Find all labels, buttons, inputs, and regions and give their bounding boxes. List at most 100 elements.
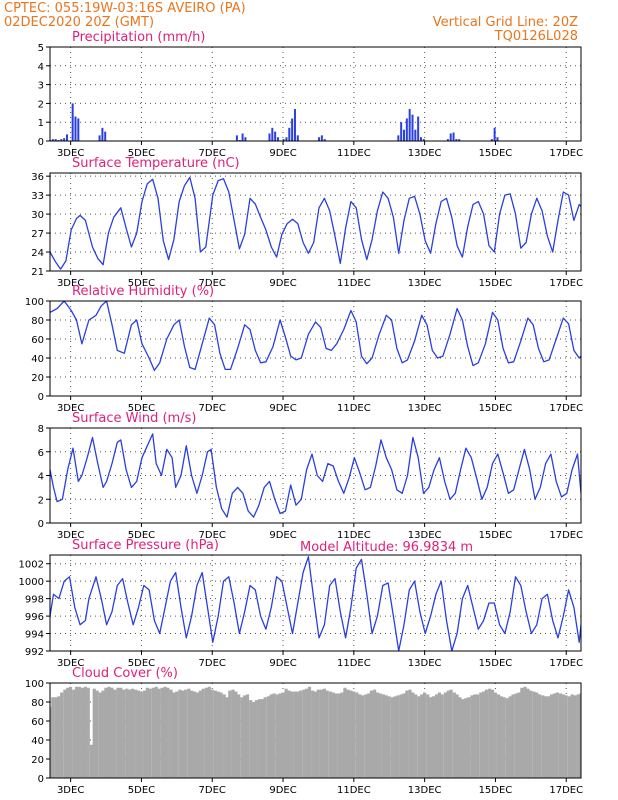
precip-ytick-label: 1 (38, 118, 44, 129)
cloud-bar (166, 687, 170, 778)
cloud-bar (281, 692, 285, 778)
cloud-bar (201, 688, 205, 778)
cloud-bar (408, 689, 412, 778)
cloud-bar (511, 694, 515, 778)
cloud-bar (134, 689, 138, 778)
cloud-bar (355, 692, 359, 778)
cloud-bar (325, 690, 329, 778)
rh-xtick-label: 15DEC (479, 403, 513, 414)
pressure-ytick-label: 1000 (19, 577, 44, 588)
precip-bar (455, 139, 458, 141)
wind-line (50, 433, 581, 518)
rh-xtick-label: 5DEC (128, 403, 155, 414)
precip-bar (77, 118, 80, 141)
cloud-bar (349, 690, 353, 778)
wind-title: Surface Wind (m/s) (72, 411, 196, 426)
precip-bar (54, 139, 57, 141)
cloud-bar (396, 695, 400, 778)
cloud-bar (104, 687, 108, 778)
cloud-bar (428, 697, 433, 778)
cloud-bar (213, 690, 217, 778)
precip-bar (296, 135, 299, 141)
precip-bar (241, 133, 244, 141)
cloud-bar (284, 688, 288, 778)
cloud-bar (564, 695, 568, 778)
rh-xtick-label: 3DEC (57, 403, 84, 414)
cloud-bar (172, 692, 176, 778)
precip-bar (400, 122, 403, 141)
pressure-xtick-label: 13DEC (408, 658, 442, 669)
cloud-bar (145, 687, 149, 778)
cloud-bar (467, 697, 471, 778)
precip-bar (104, 131, 107, 141)
precip-panel: 0 1 2 3 4 5 3DEC 5DEC 7DEC 9DEC 11DEC 13DEC 15DEC 17D… (38, 30, 583, 159)
cloud-bar (169, 689, 173, 778)
pressure-ytick-label: 992 (25, 647, 44, 658)
cloud-bar (364, 694, 368, 778)
cloud-bar (526, 688, 530, 778)
cloud-bar (272, 693, 276, 778)
cloud-bar (66, 687, 70, 778)
cloud-bar (390, 697, 394, 778)
cloud-bar (405, 690, 409, 778)
cloud-frame (49, 682, 582, 779)
cloud-bar (210, 689, 214, 778)
temp-xtick-label: 13DEC (408, 278, 442, 289)
cloud-bar (358, 694, 362, 778)
cloud-bar (122, 689, 126, 778)
cloud-bar (502, 697, 506, 778)
cloud-bar (50, 706, 52, 778)
wind-xtick-label: 15DEC (479, 530, 513, 541)
cloud-bar (251, 702, 256, 778)
temp-ytick-label: 36 (31, 172, 44, 183)
wind-ytick-label: 8 (38, 424, 44, 435)
cloud-bar (514, 693, 518, 778)
pressure-xtick-label: 7DEC (199, 658, 226, 669)
cloud-bar (181, 690, 185, 778)
cloud-bar (113, 689, 117, 778)
pressure-panel: 992 994 996 998 1000 1002 3DEC 5DEC 7DEC 9DEC 11DE… (19, 538, 584, 669)
precip-ytick-label: 3 (38, 81, 44, 92)
cloud-bar (89, 744, 94, 778)
cloud-bar (360, 695, 365, 778)
cloud-bar (178, 689, 182, 778)
cloud-bar (508, 696, 512, 778)
cloud-bar (479, 692, 483, 778)
cloud-bar (192, 691, 197, 778)
wind-xtick-label: 5DEC (128, 530, 155, 541)
wind-ytick-label: 4 (38, 472, 44, 483)
cloud-bar (316, 689, 320, 778)
rh-ytick-label: 20 (31, 373, 44, 384)
cloud-bar (63, 689, 67, 778)
precip-bar (397, 135, 400, 141)
cloud-bar (243, 695, 247, 778)
cloud-bar (107, 686, 111, 778)
cloud-bar (119, 687, 123, 778)
precip-bar (493, 127, 496, 141)
pressure-frame (49, 554, 582, 652)
cloud-bar (541, 695, 545, 778)
cloud-bar (346, 689, 350, 778)
precip-bar (235, 135, 238, 141)
cloud-bar (520, 687, 524, 778)
cloud-bar (139, 691, 143, 778)
temp-xtick-label: 3DEC (57, 278, 84, 289)
cloud-bar (452, 692, 456, 778)
temp-frame (49, 172, 582, 272)
cloud-bar (187, 688, 191, 778)
precip-bar (71, 103, 74, 141)
cloud-bar (411, 692, 415, 778)
cloud-bar (225, 697, 229, 778)
precip-bar (268, 133, 271, 141)
precip-bar (414, 129, 417, 141)
precip-xtick-label: 13DEC (408, 148, 442, 159)
cloud-bar (183, 689, 188, 778)
cloud-bar (579, 693, 581, 778)
cloud-bar (116, 687, 120, 778)
precip-bar (274, 131, 277, 141)
cloud-bar (422, 692, 427, 778)
cloud-bar (378, 693, 382, 778)
cloud-bar (449, 689, 453, 778)
pressure-xtick-label: 11DEC (337, 658, 371, 669)
